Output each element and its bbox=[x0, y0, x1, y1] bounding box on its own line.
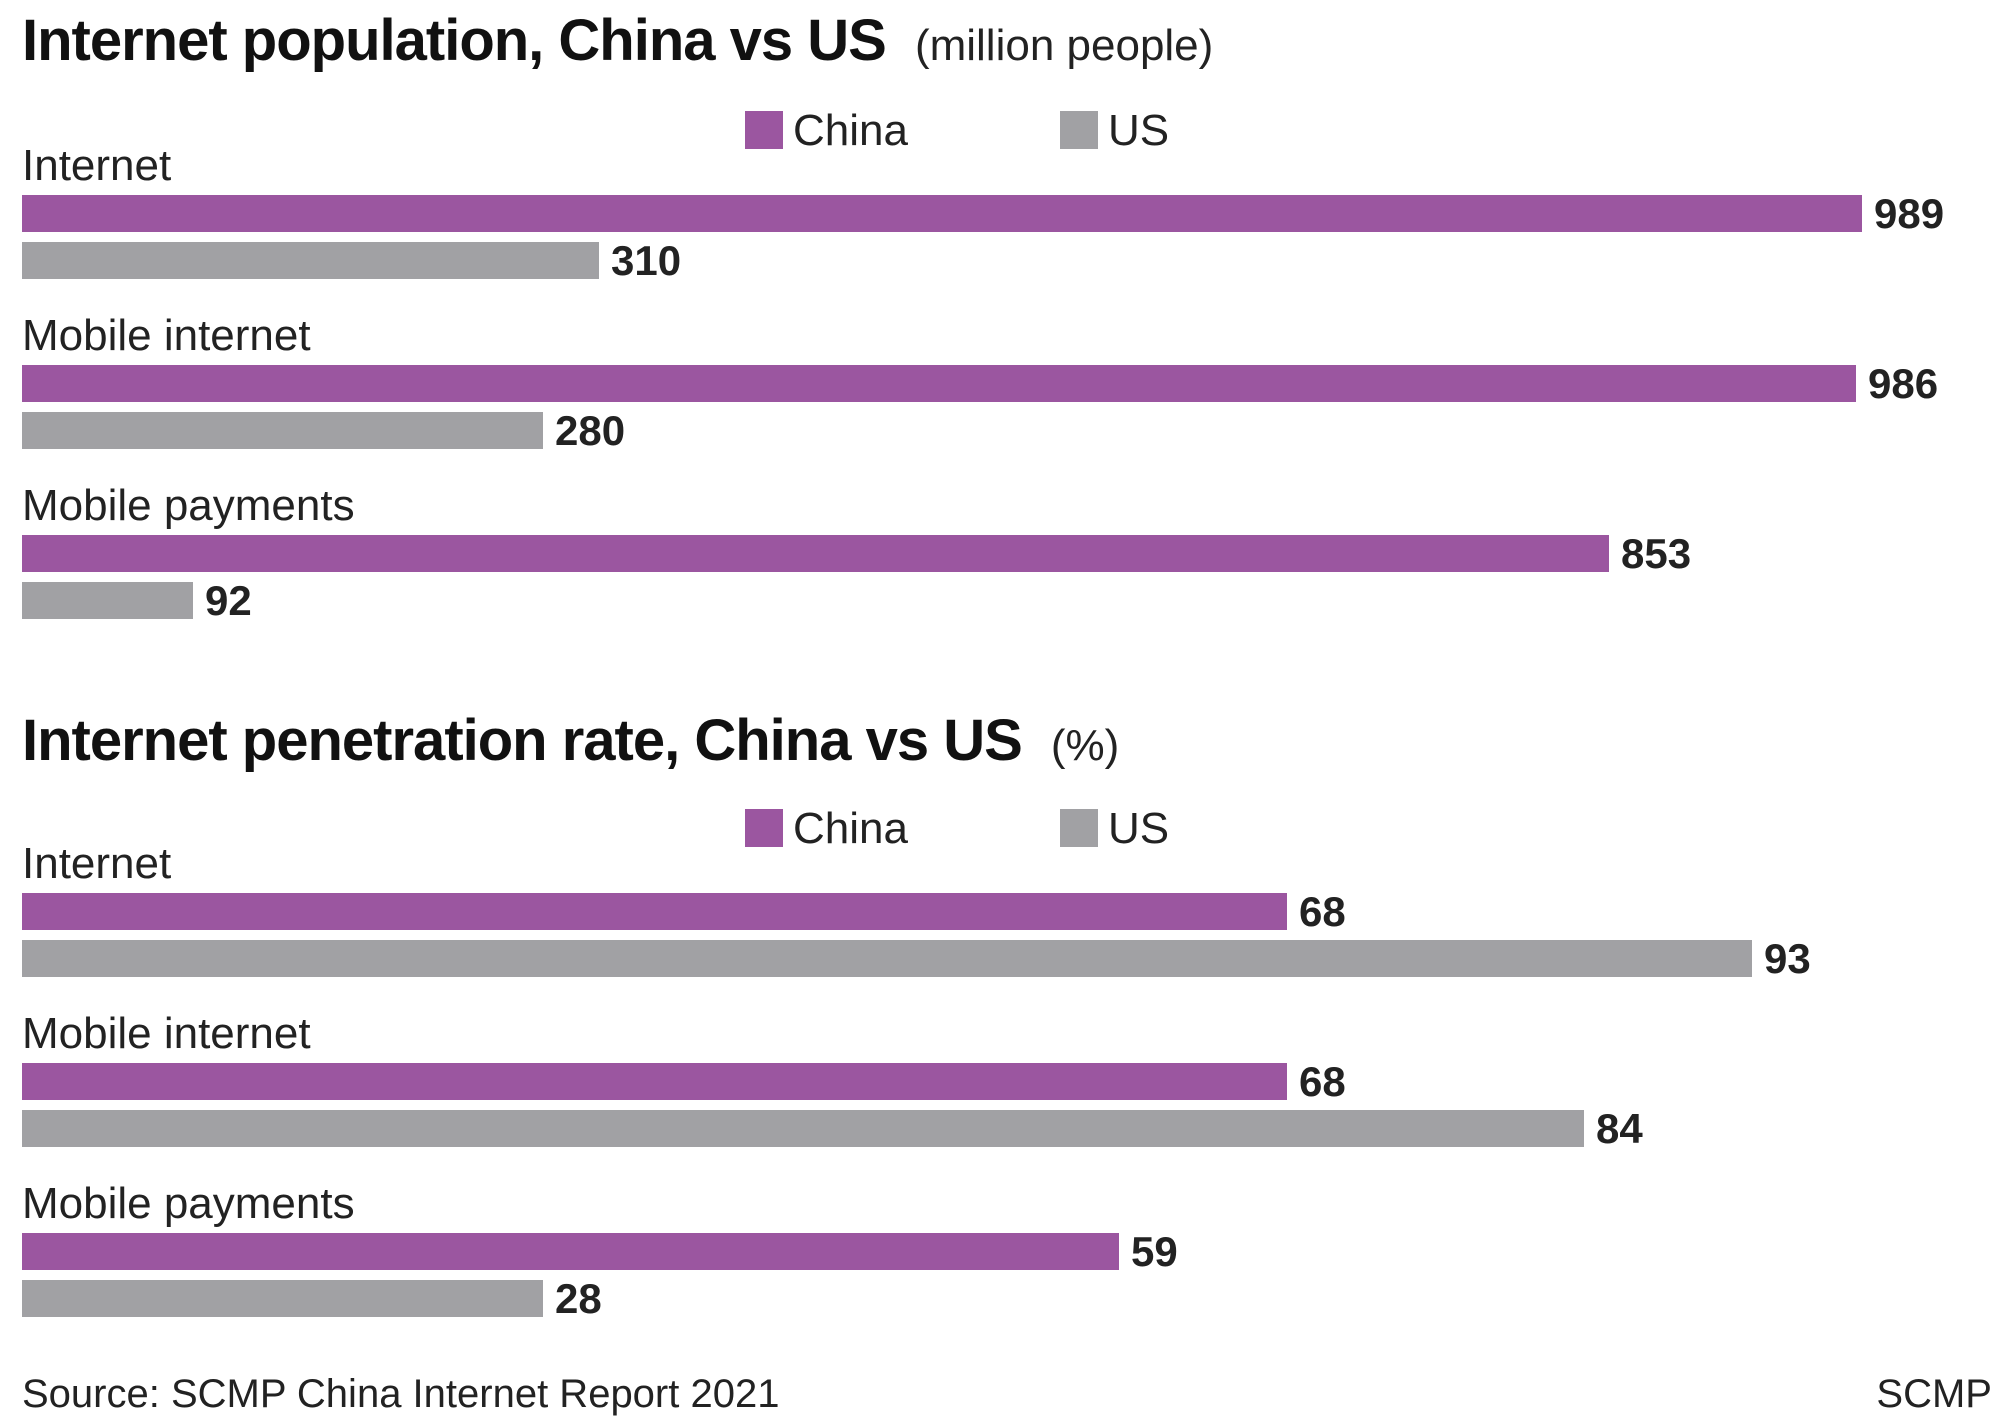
chart-1-value-label-mobile-internet-china: 986 bbox=[1868, 360, 1938, 407]
chart-2-plot: Internet 68 93 Mobile internet 68 84 Mobile pa… bbox=[22, 839, 1811, 1322]
chart-1-legend-china-label: China bbox=[793, 106, 908, 155]
chart-2-legend: China US bbox=[745, 804, 1169, 853]
chart-1-value-label-mobile-internet-us: 280 bbox=[555, 407, 625, 454]
chart-1-legend-us-label: US bbox=[1108, 106, 1169, 155]
chart-1-legend: China US bbox=[745, 106, 1169, 155]
chart-1-plot: Internet 989 310 Mobile internet 986 280 Mobil… bbox=[22, 141, 1944, 624]
chart-2-value-label-mobile-payments-china: 59 bbox=[1131, 1228, 1178, 1275]
chart-2-bar-mobile-internet-us bbox=[22, 1110, 1584, 1147]
credit: SCMP bbox=[1876, 1372, 1992, 1416]
chart-1-title: Internet population, China vs US (millio… bbox=[22, 8, 1213, 73]
chart-1-bar-mobile-payments-china bbox=[22, 535, 1609, 572]
chart-2-legend-us-label: US bbox=[1108, 804, 1169, 853]
chart-1-category-label-mobile-payments: Mobile payments bbox=[22, 481, 355, 530]
chart-2-category-label-internet: Internet bbox=[22, 839, 171, 888]
chart-2-value-label-mobile-payments-us: 28 bbox=[555, 1275, 602, 1322]
chart-2-value-label-internet-us: 93 bbox=[1764, 935, 1811, 982]
chart-2-bar-mobile-payments-china bbox=[22, 1233, 1119, 1270]
chart-1-value-label-mobile-payments-china: 853 bbox=[1621, 530, 1691, 577]
chart-1-category-label-internet: Internet bbox=[22, 141, 171, 190]
chart-1-category-label-mobile-internet: Mobile internet bbox=[22, 311, 311, 360]
chart-2-value-label-internet-china: 68 bbox=[1299, 888, 1346, 935]
chart-1-bar-internet-us bbox=[22, 242, 599, 279]
chart-2-bar-mobile-payments-us bbox=[22, 1280, 543, 1317]
chart-1-value-label-internet-us: 310 bbox=[611, 237, 681, 284]
chart-2-legend-us-swatch bbox=[1060, 809, 1098, 847]
chart-2-bar-mobile-internet-china bbox=[22, 1063, 1287, 1100]
chart-2-title-main: Internet penetration rate, China vs US bbox=[22, 708, 1022, 773]
chart-2-legend-china-swatch bbox=[745, 809, 783, 847]
chart-1-title-main: Internet population, China vs US bbox=[22, 8, 886, 73]
chart-2-category-label-mobile-payments: Mobile payments bbox=[22, 1179, 355, 1228]
chart-2-category-label-mobile-internet: Mobile internet bbox=[22, 1009, 311, 1058]
source-note: Source: SCMP China Internet Report 2021 bbox=[22, 1372, 779, 1416]
chart-2-title: Internet penetration rate, China vs US (… bbox=[22, 708, 1119, 773]
chart-2-bar-internet-us bbox=[22, 940, 1752, 977]
chart-1-bar-mobile-internet-us bbox=[22, 412, 543, 449]
chart-1-legend-us-swatch bbox=[1060, 111, 1098, 149]
chart-1-legend-china-swatch bbox=[745, 111, 783, 149]
chart-1-bar-mobile-internet-china bbox=[22, 365, 1856, 402]
chart-2-legend-china-label: China bbox=[793, 804, 908, 853]
chart-1-value-label-mobile-payments-us: 92 bbox=[205, 577, 252, 624]
chart-1-bar-mobile-payments-us bbox=[22, 582, 193, 619]
chart-1-title-unit: (million people) bbox=[915, 21, 1213, 70]
chart-2-value-label-mobile-internet-us: 84 bbox=[1596, 1105, 1643, 1152]
chart-1-bar-internet-china bbox=[22, 195, 1862, 232]
chart-2-bar-internet-china bbox=[22, 893, 1287, 930]
chart-2-title-unit: (%) bbox=[1051, 721, 1119, 770]
chart-1-value-label-internet-china: 989 bbox=[1874, 190, 1944, 237]
chart-2-value-label-mobile-internet-china: 68 bbox=[1299, 1058, 1346, 1105]
